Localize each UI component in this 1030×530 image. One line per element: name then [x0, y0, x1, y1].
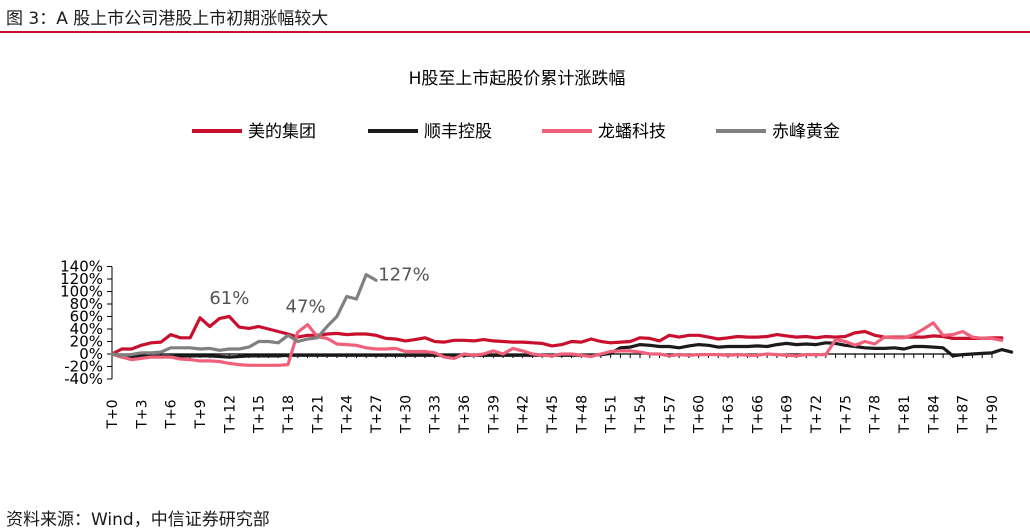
- chart-title: H股至上市起股价累计涨跌幅: [409, 69, 626, 89]
- x-tick-label: T+60: [692, 395, 708, 434]
- series-line-3: [110, 321, 1004, 367]
- series-line-1: [110, 314, 1004, 356]
- x-tick-label: T+75: [838, 395, 854, 434]
- x-tick-label: T+45: [545, 395, 561, 434]
- y-tick-label: 140%: [60, 258, 103, 276]
- data-annotation-2: 47%: [286, 297, 326, 318]
- y-axis: 140%120%100%80%60%40%20%0%-20%-40%: [60, 258, 113, 388]
- legend-label-1: 美的集团: [248, 122, 316, 142]
- data-annotation-3: 127%: [378, 265, 429, 286]
- annotations: 61% 47% 127%: [209, 265, 429, 318]
- x-tick-label: T+63: [721, 395, 737, 434]
- x-tick-label: T+90: [985, 395, 1001, 434]
- legend-label-2: 顺丰控股: [424, 122, 492, 142]
- x-tick-label: T+84: [926, 395, 942, 434]
- x-tick-label: T+27: [369, 395, 385, 434]
- x-tick-label: T+15: [252, 395, 268, 434]
- x-tick-label: T+42: [516, 395, 532, 434]
- legend-label-4: 赤峰黄金: [772, 122, 840, 142]
- source-note: 资料来源：Wind，中信证券研究部: [6, 510, 270, 530]
- y-tick-label: 80%: [70, 295, 103, 313]
- y-tick-label: 0%: [79, 345, 103, 363]
- x-tick-label: T+54: [633, 395, 649, 434]
- x-axis: T+0 T+3 T+6 T+9 T+12 T+15 T+18 T+21 T+24 T+27 T+30…: [105, 353, 1001, 434]
- x-tick-label: T+9: [193, 399, 209, 429]
- y-tick-label: -40%: [64, 370, 103, 388]
- data-annotation-1: 61%: [209, 288, 249, 309]
- y-tick-label: 20%: [70, 333, 103, 351]
- x-tick-label: T+36: [457, 395, 473, 434]
- x-tick-label: T+57: [662, 395, 678, 434]
- y-tick-label: 120%: [60, 270, 103, 288]
- y-tick-label: 100%: [60, 283, 103, 301]
- x-tick-label: T+51: [604, 395, 620, 434]
- x-tick-label: T+66: [750, 395, 766, 434]
- y-tick-label: -20%: [64, 358, 103, 376]
- x-tick-label: T+48: [574, 395, 590, 434]
- x-tick-label: T+33: [428, 395, 444, 434]
- x-tick-label: T+18: [281, 395, 297, 434]
- caption-rule: [0, 31, 1030, 33]
- x-tick-label: T+6: [164, 399, 180, 429]
- series-lines: [110, 273, 1014, 367]
- x-tick-label: T+3: [134, 399, 150, 429]
- x-tick-label: T+12: [222, 395, 238, 434]
- x-tick-label: T+21: [310, 395, 326, 434]
- series-line-4: [110, 273, 378, 357]
- x-tick-label: T+72: [809, 395, 825, 434]
- legend-label-3: 龙蟠科技: [598, 122, 666, 142]
- x-tick-label: T+78: [868, 395, 884, 434]
- x-tick-label: T+81: [897, 395, 913, 434]
- x-tick-label: T+39: [486, 395, 502, 434]
- y-tick-label: 40%: [70, 320, 103, 338]
- x-tick-label: T+0: [105, 399, 121, 429]
- x-tick-label: T+69: [780, 395, 796, 434]
- y-tick-label: 60%: [70, 308, 103, 326]
- x-tick-label: T+24: [340, 395, 356, 434]
- x-tick-label: T+87: [956, 395, 972, 434]
- x-tick-label: T+30: [398, 395, 414, 434]
- figure-caption: 图 3：A 股上市公司港股上市初期涨幅较大: [6, 9, 329, 29]
- chart-legend: 美的集团 顺丰控股 龙蟠科技 赤峰黄金: [192, 122, 840, 142]
